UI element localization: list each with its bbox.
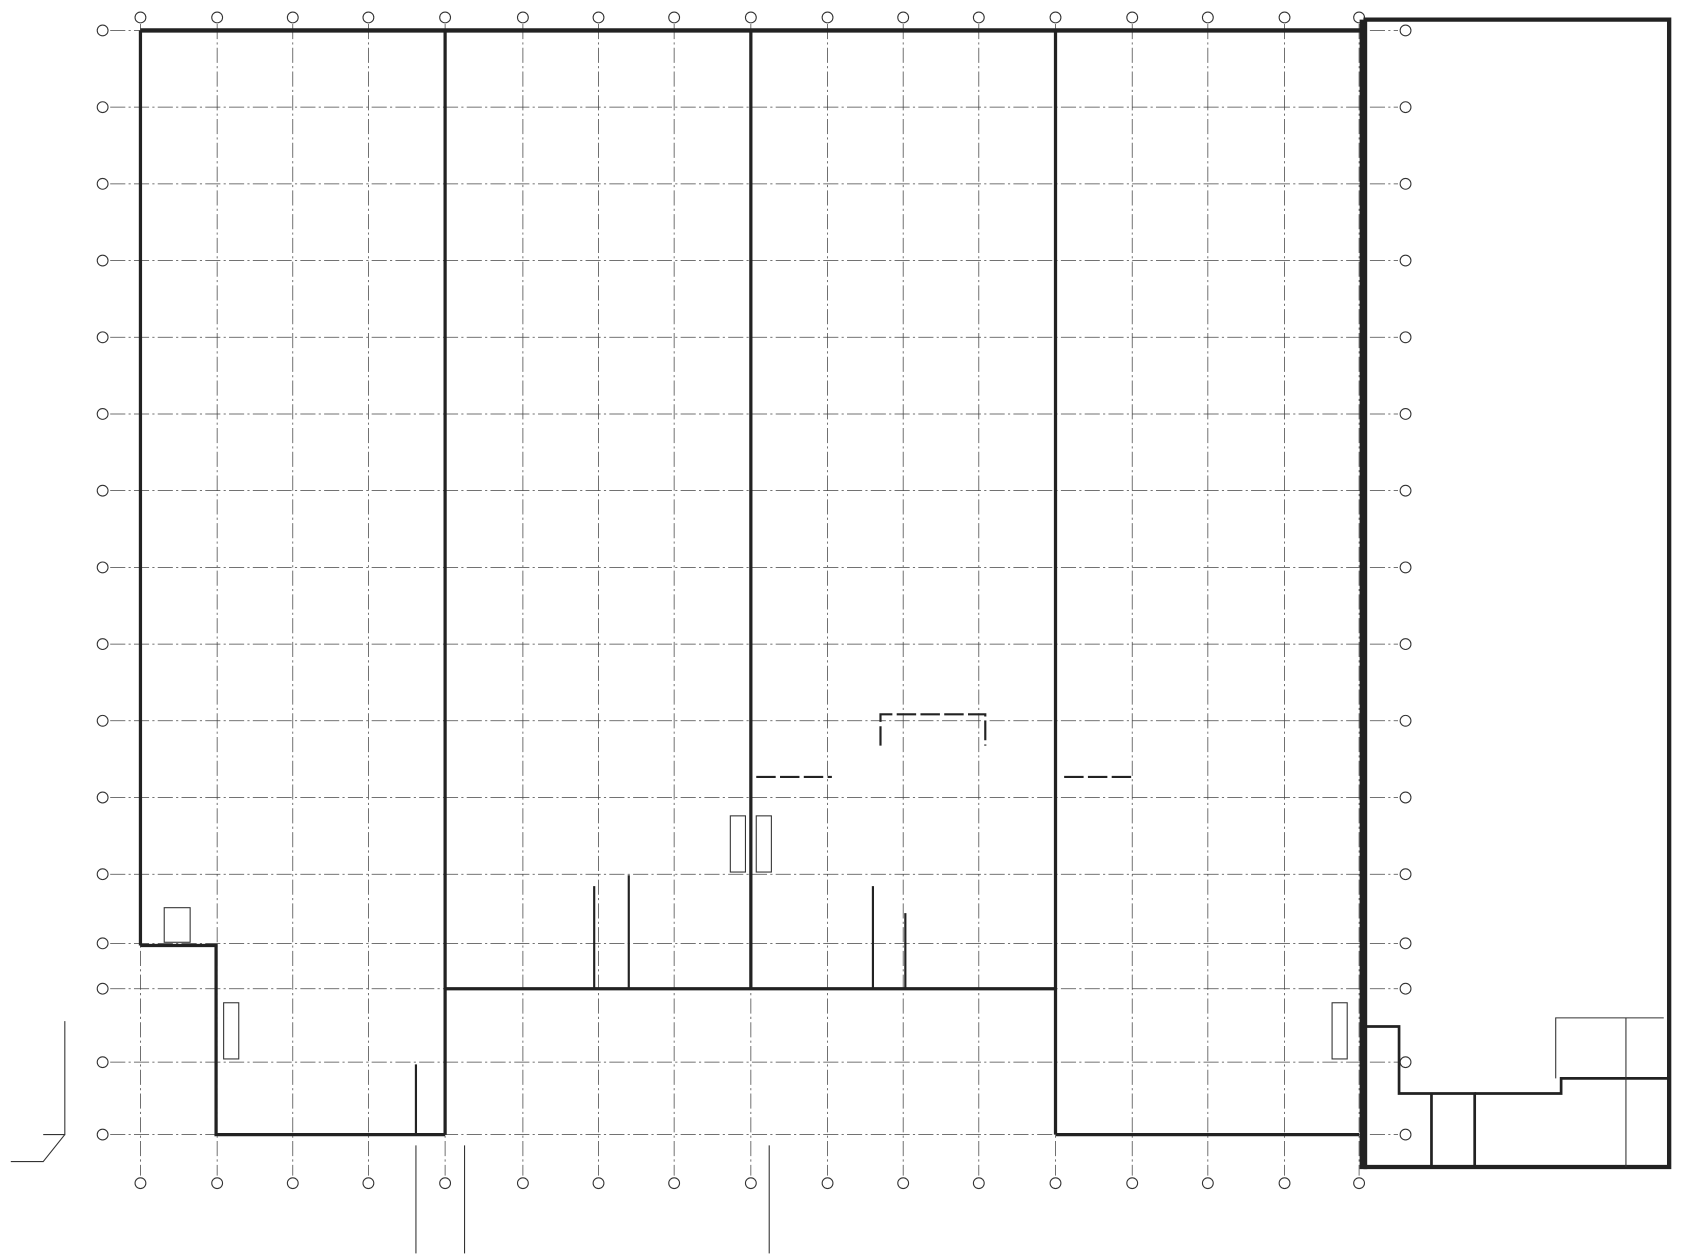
room [871, 886, 907, 990]
grid-bubble [96, 1128, 109, 1141]
site-line [10, 1134, 66, 1163]
grid-bubble [1049, 1177, 1062, 1190]
grid-bubble [1049, 11, 1062, 24]
grid-bubble [1399, 561, 1412, 574]
grid-bubble [897, 1177, 910, 1190]
grid-bubble [96, 868, 109, 881]
grid-bubble [96, 937, 109, 950]
grid-bubble [439, 11, 452, 24]
grid-bubble [1399, 714, 1412, 727]
grid-bubble [1399, 331, 1412, 344]
grid-bubble [1399, 1056, 1412, 1069]
room [593, 875, 630, 990]
grid-bubble [592, 11, 605, 24]
grid-bubble [96, 714, 109, 727]
grid-bubble [96, 791, 109, 804]
grid-bubble [1126, 11, 1139, 24]
grid-bubble [211, 1177, 224, 1190]
stair [729, 815, 746, 873]
grid-bubble [1399, 484, 1412, 497]
grid-bubble [96, 101, 109, 114]
stair [223, 1002, 240, 1060]
grid-bubble [1399, 868, 1412, 881]
grid-bubble [897, 11, 910, 24]
grid-bubble [96, 331, 109, 344]
grid-bubble [1278, 1177, 1291, 1190]
grid-bubble [1278, 11, 1291, 24]
grid-bubble [96, 982, 109, 995]
grid-bubble [1201, 11, 1214, 24]
stair [755, 815, 772, 873]
grid-bubble [96, 561, 109, 574]
partition [879, 713, 987, 746]
room [1474, 1077, 1670, 1095]
grid-bubble [592, 1177, 605, 1190]
grid-bubble [362, 11, 375, 24]
grid-bubble [516, 11, 529, 24]
grid-bubble [96, 638, 109, 651]
grid-bubble [286, 1177, 299, 1190]
room [1363, 1025, 1477, 1167]
grid-bubble [96, 177, 109, 190]
grid-bubble [1399, 177, 1412, 190]
room [1555, 1017, 1664, 1079]
grid-bubble [134, 11, 147, 24]
grid-bubble [1399, 1128, 1412, 1141]
grid-bubble [821, 11, 834, 24]
grid-bubble [96, 1056, 109, 1069]
room [163, 907, 191, 943]
site-line [43, 1021, 66, 1136]
grid-bubble [134, 1177, 147, 1190]
grid-bubble [744, 11, 757, 24]
grid-bubble [668, 1177, 681, 1190]
grid-bubble [1399, 408, 1412, 420]
grid-bubble [821, 1177, 834, 1190]
wall [1363, 17, 1672, 1170]
stair [1331, 1002, 1348, 1060]
grid-bubble [1126, 1177, 1139, 1190]
grid-bubble [1399, 254, 1412, 267]
grid-bubble [972, 1177, 985, 1190]
grid-bubble [211, 11, 224, 24]
grid-bubble [1399, 982, 1412, 995]
wall [140, 943, 446, 1137]
grid-bubble [286, 11, 299, 24]
grid-bubble [1399, 24, 1412, 37]
grid-bubble [1353, 1177, 1366, 1190]
grid-bubble [96, 484, 109, 497]
grid-bubble [439, 1177, 452, 1190]
grid-bubble [972, 11, 985, 24]
grid-bubble [1399, 638, 1412, 651]
grid-bubble [1399, 937, 1412, 950]
grid-bubble [362, 1177, 375, 1190]
grid-bubble [1201, 1177, 1214, 1190]
grid-bubble [96, 408, 109, 420]
grid-bubble [1399, 791, 1412, 804]
grid-bubble [516, 1177, 529, 1190]
grid-bubble [1399, 101, 1412, 114]
grid-bubble [668, 11, 681, 24]
grid-bubble [744, 1177, 757, 1190]
grid-bubble [96, 254, 109, 267]
grid-bubble [96, 24, 109, 37]
